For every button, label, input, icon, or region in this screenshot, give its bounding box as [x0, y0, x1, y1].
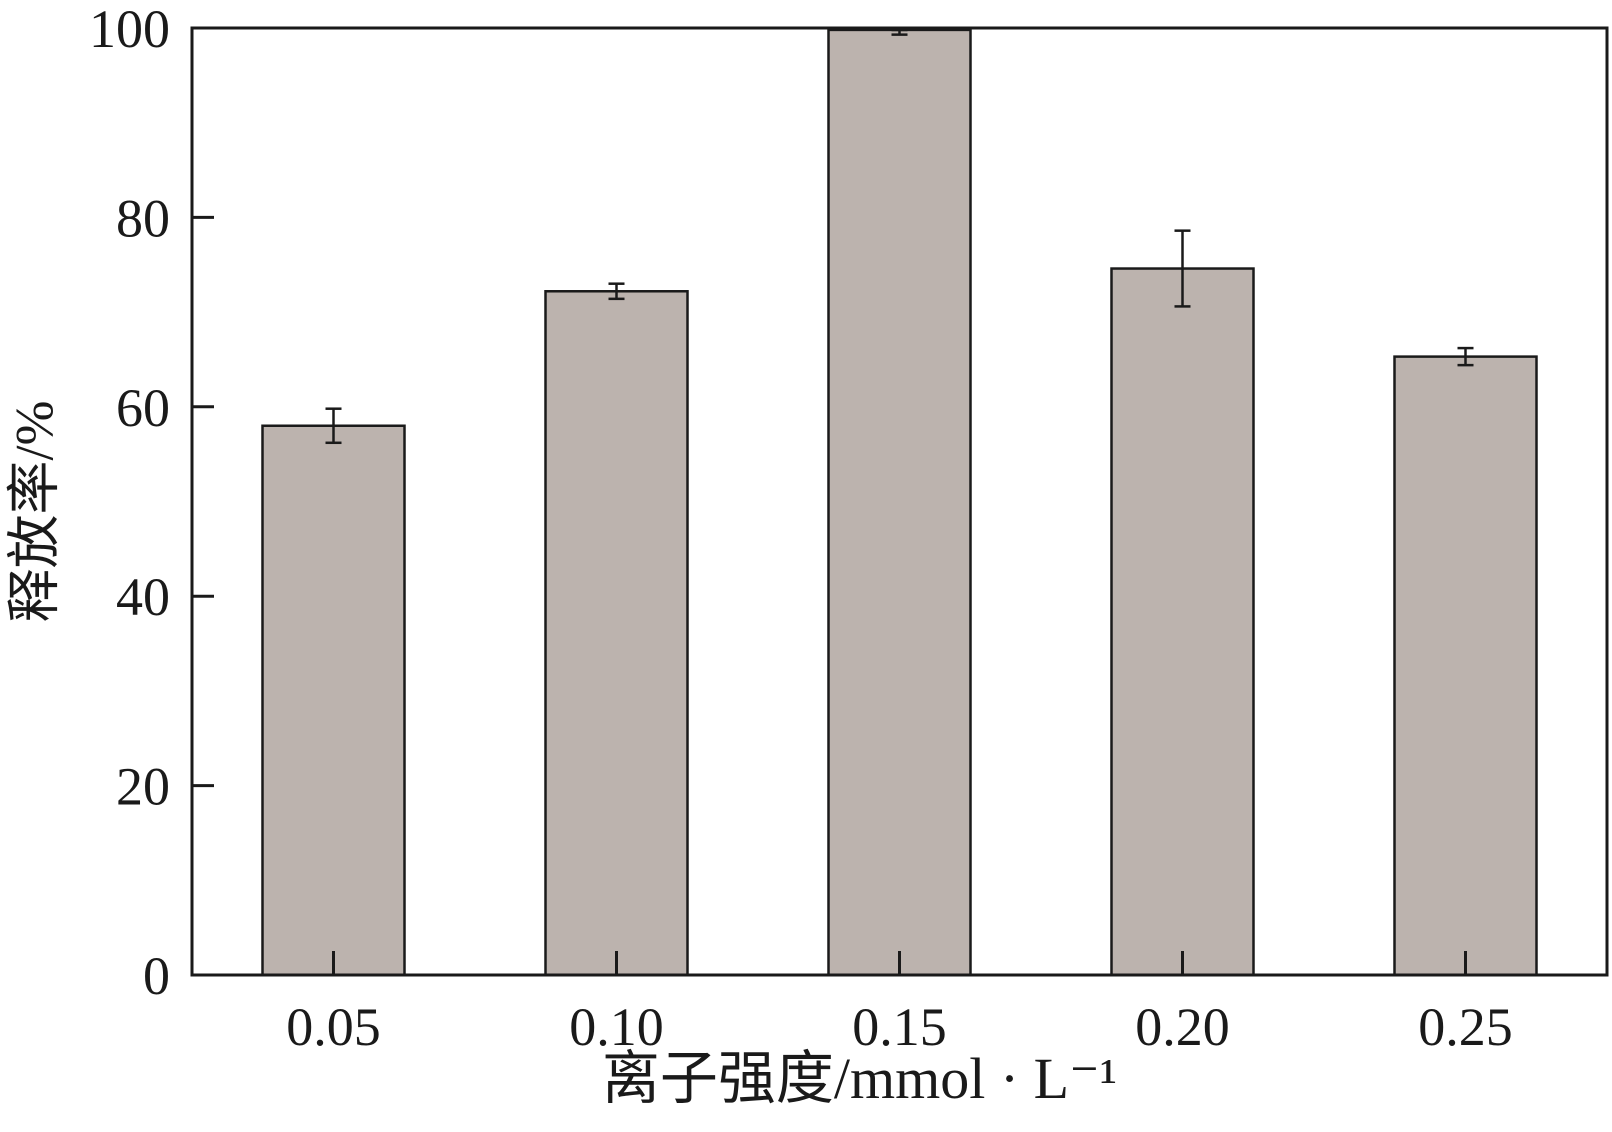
- error-bars-layer: [325, 28, 1474, 445]
- error-bar-0.20: [1174, 229, 1191, 308]
- x-tick-label-0.15: 0.15: [852, 997, 947, 1057]
- bar-0.25: [1393, 355, 1538, 977]
- bars-layer: [261, 28, 1538, 977]
- error-bar-0.15: [891, 28, 908, 36]
- y-tick-label-100: 100: [89, 0, 170, 59]
- x-tick-label-0.05: 0.05: [286, 997, 381, 1057]
- error-bar-0.05: [325, 407, 342, 445]
- bar-0.10: [544, 290, 689, 977]
- y-tick-label-60: 60: [116, 378, 170, 438]
- y-axis-label: 释放率/%: [4, 401, 64, 623]
- x-axis: 0.05 0.10 0.15 0.20 0.25: [286, 951, 1513, 1057]
- y-tick-label-40: 40: [116, 567, 170, 627]
- x-tick-label-0.10: 0.10: [569, 997, 664, 1057]
- error-bar-0.10: [608, 282, 625, 301]
- x-tick-label-0.20: 0.20: [1135, 997, 1230, 1057]
- x-axis-label: 离子强度/mmol · L⁻¹: [602, 1046, 1117, 1111]
- error-bar-0.25: [1457, 346, 1474, 367]
- y-tick-label-0: 0: [143, 946, 170, 1006]
- bar-0.20: [1110, 267, 1255, 977]
- y-axis: 0 20 40 60 80 100: [89, 0, 214, 1006]
- y-tick-label-20: 20: [116, 757, 170, 817]
- x-tick-label-0.25: 0.25: [1418, 997, 1513, 1057]
- y-tick-label-80: 80: [116, 188, 170, 248]
- bar-0.15: [827, 28, 972, 977]
- bar-0.05: [261, 424, 406, 977]
